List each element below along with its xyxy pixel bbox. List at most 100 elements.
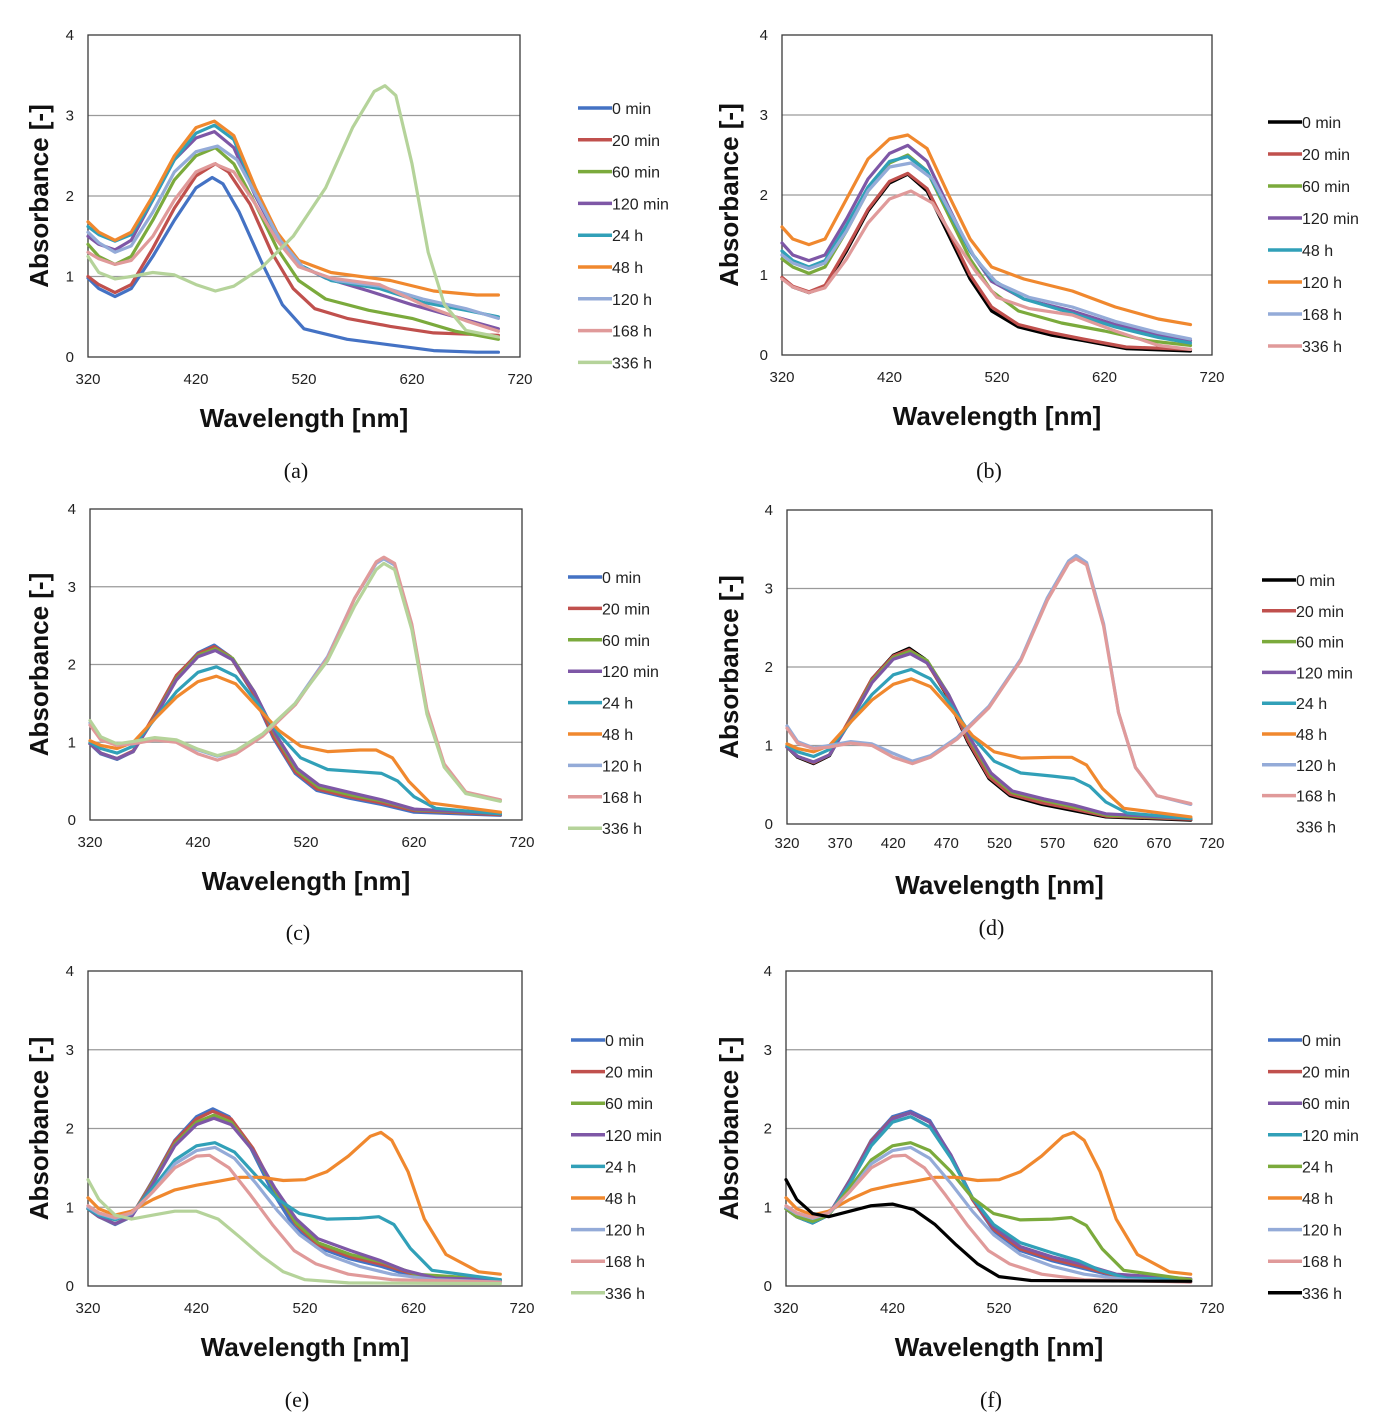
x-tick-label: 520 [292,1300,317,1317]
x-tick-label: 720 [509,834,534,851]
legend-label: 120 min [1302,211,1359,228]
series-line-120-min [86,130,500,331]
series-line-60-min [86,1113,502,1282]
legend-label: 60 min [1302,179,1350,196]
chart-c-svg: 0 1 2 3 4 320 420 520 620 720 Wavelength [nm] Absor… [24,501,659,945]
x-tick-label: 570 [1040,835,1065,852]
y-axis-title: Absorbance [-] [24,104,54,287]
legend-label: 0 min [1296,573,1335,590]
x-axis-title: Wavelength [nm] [895,870,1103,900]
legend-label: 336 h [602,821,642,838]
series-line-20-min [780,171,1193,351]
x-tick-label: 420 [184,1300,209,1317]
legend-label: 120 h [602,758,642,775]
panel-caption: (d) [979,915,1005,940]
legend-label: 24 h [1296,696,1327,713]
y-tick-label: 2 [764,1121,772,1138]
legend-label: 168 h [1296,789,1336,806]
y-tick-label: 0 [66,1278,74,1295]
chart-b-svg: 0 1 2 3 4 320 420 520 620 720 Wavelength [nm] Absor… [714,27,1359,483]
chart-panel-b: 0 1 2 3 4 320 420 520 620 720 Wavelength [nm] Absor… [690,0,1380,490]
x-tick-label: 420 [183,371,208,388]
chart-panel-e: 0 1 2 3 4 320 420 520 620 720 Wavelength [nm] Absor… [0,950,690,1427]
series-line-168-h [785,557,1193,806]
x-tick-label: 470 [934,835,959,852]
legend-label: 168 h [605,1254,645,1271]
series-line-120-min [785,652,1193,821]
series-line-24-h [88,665,502,816]
legend-label: 60 min [612,165,660,182]
y-tick-label: 2 [66,1121,74,1138]
series-line-60-min [88,647,502,816]
y-tick-label: 3 [66,1042,74,1059]
series-line-60-min [86,146,500,341]
legend-label: 24 h [612,228,643,245]
legend-label: 48 h [1302,243,1333,260]
legend-label: 48 h [605,1191,636,1208]
series-line-168-h [86,162,500,333]
x-tick-label: 720 [507,371,532,388]
y-tick-label: 1 [66,269,74,286]
x-tick-label: 320 [769,369,794,386]
y-tick-label: 1 [764,1199,772,1216]
x-tick-label: 620 [1093,1300,1118,1317]
series-line-0-min [86,175,500,354]
y-axis-title: Absorbance [-] [714,1037,744,1220]
panel-caption: (e) [285,1387,309,1412]
x-tick-label: 620 [399,371,424,388]
x-tick-label: 720 [1199,835,1224,852]
legend-label: 336 h [1302,339,1342,356]
legend-label: 120 min [1296,665,1353,682]
series-line-60-min [780,153,1193,347]
series-line-48-h [86,1130,502,1276]
x-tick-label: 520 [986,1300,1011,1317]
plot-frame [87,34,521,358]
x-tick-label: 720 [509,1300,534,1317]
chart-panel-d: 0 1 2 3 4 320 370 420 470 520 570 620 670 720 Waveleng… [690,480,1380,955]
legend-label: 48 h [602,727,633,744]
series-line-20-min [785,648,1193,821]
series-line-168-h [86,1153,502,1284]
y-tick-label: 4 [764,963,772,980]
x-tick-label: 370 [828,835,853,852]
x-tick-label: 670 [1146,835,1171,852]
legend-label: 20 min [612,133,660,150]
legend-label: 168 h [612,324,652,341]
legend-label: 0 min [605,1033,644,1050]
x-tick-label: 520 [984,369,1009,386]
chart-panel-a: 0 1 2 3 4 320 420 520 620 720 Wavelength [nm] Absor… [0,0,690,490]
chart-f-svg: 0 1 2 3 4 320 420 520 620 720 Wavelength [nm] Absor… [714,963,1359,1412]
legend-label: 120 min [602,664,659,681]
legend-label: 24 h [605,1159,636,1176]
y-tick-label: 0 [765,816,773,833]
panel-caption: (b) [976,458,1002,483]
y-tick-label: 4 [68,501,76,518]
legend-label: 120 min [612,196,669,213]
legend-label: 336 h [605,1286,645,1303]
x-tick-label: 420 [185,834,210,851]
legend-label: 336 h [1296,819,1336,836]
series-line-48-h [784,1130,1193,1276]
series-line-120-min [784,1115,1193,1282]
x-tick-label: 420 [881,835,906,852]
plot-frame [87,970,523,1287]
legend-label: 336 h [612,355,652,372]
y-tick-label: 4 [760,27,768,44]
chart-panel-c: 0 1 2 3 4 320 420 520 620 720 Wavelength [nm] Absor… [0,480,690,955]
y-tick-label: 1 [760,267,768,284]
legend-label: 48 h [612,260,643,277]
y-tick-label: 3 [765,581,773,598]
y-tick-label: 2 [66,188,74,205]
series-line-20-min [86,162,500,337]
series-line-336-h [780,189,1193,351]
legend-label: 20 min [602,601,650,618]
x-axis-title: Wavelength [nm] [202,866,410,896]
y-tick-label: 3 [760,107,768,124]
legend-label: 20 min [605,1065,653,1082]
panel-caption: (f) [980,1387,1002,1412]
series-line-48-h [780,155,1193,345]
x-tick-label: 620 [1093,835,1118,852]
chart-e-svg: 0 1 2 3 4 320 420 520 620 720 Wavelength [nm] Absor… [24,963,662,1412]
series-line-0-min [88,643,502,817]
x-tick-label: 520 [291,371,316,388]
